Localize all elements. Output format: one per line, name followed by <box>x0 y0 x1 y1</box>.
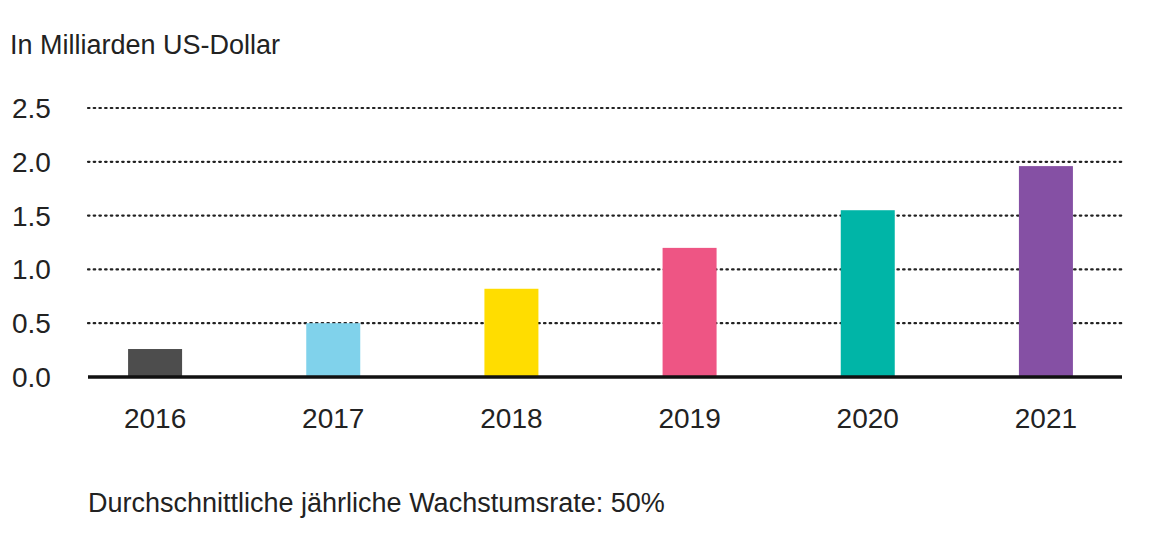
bar <box>484 289 538 377</box>
x-tick-label: 2018 <box>480 403 542 434</box>
x-tick-label: 2020 <box>837 403 899 434</box>
grid-line <box>88 107 1122 109</box>
bar <box>128 349 182 377</box>
x-tick-label: 2017 <box>302 403 364 434</box>
bars <box>128 166 1073 377</box>
y-tick-label: 1.0 <box>12 254 51 285</box>
x-tick-label: 2021 <box>1015 403 1077 434</box>
bar <box>841 210 895 377</box>
bar <box>306 323 360 377</box>
bar <box>1019 166 1073 377</box>
annotation: Durchschnittliche jährliche Wachstumsrat… <box>88 488 665 518</box>
grid-line <box>88 215 1122 217</box>
y-axis-label: In Milliarden US-Dollar <box>10 30 280 60</box>
grid-line <box>88 322 1122 324</box>
y-tick-label: 1.5 <box>12 201 51 232</box>
chart: In Milliarden US-Dollar 0.0 0.5 1.0 1.5 2.0 2.… <box>0 0 1154 537</box>
x-tick-label: 2016 <box>124 403 186 434</box>
grid-line <box>88 161 1122 163</box>
x-tick-label: 2019 <box>658 403 720 434</box>
grid-line <box>88 268 1122 270</box>
bar <box>663 248 717 377</box>
y-tick-label: 2.5 <box>12 93 51 124</box>
grid <box>88 108 1122 323</box>
y-tick-label: 0.0 <box>12 362 51 393</box>
y-tick-label: 2.0 <box>12 147 51 178</box>
x-axis-line <box>88 375 1122 379</box>
y-tick-label: 0.5 <box>12 308 51 339</box>
